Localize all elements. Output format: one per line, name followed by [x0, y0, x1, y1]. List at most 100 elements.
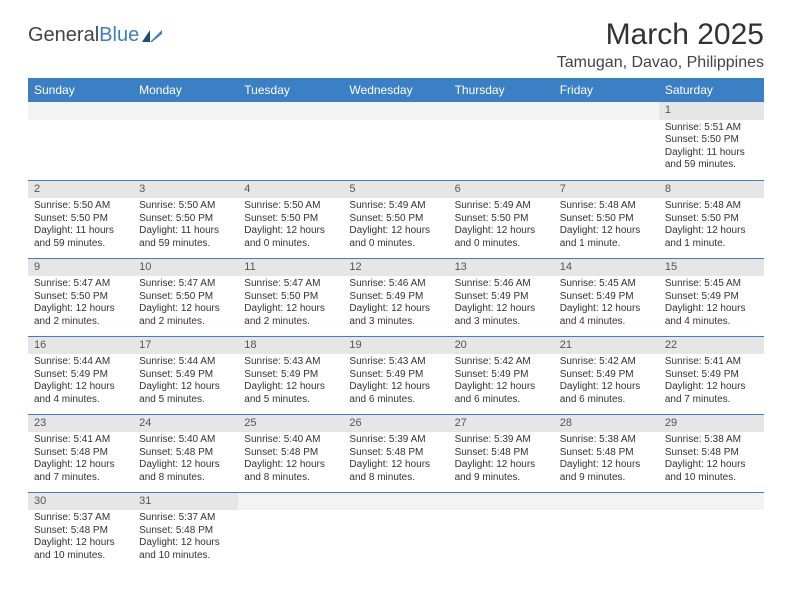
calendar-cell: 12Sunrise: 5:46 AMSunset: 5:49 PMDayligh…: [343, 258, 448, 336]
page-title: March 2025: [557, 18, 764, 52]
sunrise-text: Sunrise: 5:46 AM: [455, 278, 548, 291]
calendar-row: 9Sunrise: 5:47 AMSunset: 5:50 PMDaylight…: [28, 258, 764, 336]
calendar-cell: 19Sunrise: 5:43 AMSunset: 5:49 PMDayligh…: [343, 336, 448, 414]
calendar-row: 2Sunrise: 5:50 AMSunset: 5:50 PMDaylight…: [28, 180, 764, 258]
day-details: Sunrise: 5:40 AMSunset: 5:48 PMDaylight:…: [133, 432, 238, 487]
calendar-cell: [28, 102, 133, 180]
daylight-text: Daylight: 12 hours and 3 minutes.: [349, 303, 442, 328]
sunset-text: Sunset: 5:49 PM: [665, 291, 758, 304]
day-number: 31: [133, 493, 238, 511]
calendar-cell: 29Sunrise: 5:38 AMSunset: 5:48 PMDayligh…: [659, 414, 764, 492]
day-number: 27: [449, 415, 554, 433]
daylight-text: Daylight: 12 hours and 4 minutes.: [560, 303, 653, 328]
calendar-cell: 7Sunrise: 5:48 AMSunset: 5:50 PMDaylight…: [554, 180, 659, 258]
day-details: Sunrise: 5:44 AMSunset: 5:49 PMDaylight:…: [133, 354, 238, 409]
calendar-cell: [659, 492, 764, 570]
calendar-cell: [554, 492, 659, 570]
calendar-cell: 21Sunrise: 5:42 AMSunset: 5:49 PMDayligh…: [554, 336, 659, 414]
day-details: Sunrise: 5:42 AMSunset: 5:49 PMDaylight:…: [449, 354, 554, 409]
daylight-text: Daylight: 12 hours and 1 minute.: [560, 225, 653, 250]
sunrise-text: Sunrise: 5:50 AM: [139, 200, 232, 213]
day-header-row: SundayMondayTuesdayWednesdayThursdayFrid…: [28, 78, 764, 102]
daylight-text: Daylight: 12 hours and 0 minutes.: [244, 225, 337, 250]
sunrise-text: Sunrise: 5:48 AM: [665, 200, 758, 213]
sunset-text: Sunset: 5:49 PM: [34, 369, 127, 382]
day-details: Sunrise: 5:41 AMSunset: 5:49 PMDaylight:…: [659, 354, 764, 409]
day-header: Saturday: [659, 78, 764, 102]
day-details: Sunrise: 5:37 AMSunset: 5:48 PMDaylight:…: [28, 510, 133, 565]
calendar-cell: 6Sunrise: 5:49 AMSunset: 5:50 PMDaylight…: [449, 180, 554, 258]
day-number: 12: [343, 259, 448, 277]
daylight-text: Daylight: 12 hours and 6 minutes.: [560, 381, 653, 406]
calendar-cell: 15Sunrise: 5:45 AMSunset: 5:49 PMDayligh…: [659, 258, 764, 336]
calendar-cell: 20Sunrise: 5:42 AMSunset: 5:49 PMDayligh…: [449, 336, 554, 414]
day-number: 13: [449, 259, 554, 277]
day-number: 18: [238, 337, 343, 355]
calendar-cell: 17Sunrise: 5:44 AMSunset: 5:49 PMDayligh…: [133, 336, 238, 414]
daylight-text: Daylight: 12 hours and 8 minutes.: [139, 459, 232, 484]
calendar-row: 30Sunrise: 5:37 AMSunset: 5:48 PMDayligh…: [28, 492, 764, 570]
calendar-cell: 31Sunrise: 5:37 AMSunset: 5:48 PMDayligh…: [133, 492, 238, 570]
calendar-cell: [343, 492, 448, 570]
sunrise-text: Sunrise: 5:42 AM: [560, 356, 653, 369]
sunset-text: Sunset: 5:50 PM: [139, 213, 232, 226]
day-details: Sunrise: 5:48 AMSunset: 5:50 PMDaylight:…: [554, 198, 659, 253]
sunrise-text: Sunrise: 5:44 AM: [34, 356, 127, 369]
day-number: 6: [449, 181, 554, 199]
sunset-text: Sunset: 5:48 PM: [455, 447, 548, 460]
daylight-text: Daylight: 12 hours and 4 minutes.: [34, 381, 127, 406]
day-number: 5: [343, 181, 448, 199]
day-number: 10: [133, 259, 238, 277]
daylight-text: Daylight: 11 hours and 59 minutes.: [665, 147, 758, 172]
day-details: Sunrise: 5:38 AMSunset: 5:48 PMDaylight:…: [554, 432, 659, 487]
day-number: 8: [659, 181, 764, 199]
daylight-text: Daylight: 12 hours and 9 minutes.: [560, 459, 653, 484]
calendar-row: 16Sunrise: 5:44 AMSunset: 5:49 PMDayligh…: [28, 336, 764, 414]
sunset-text: Sunset: 5:48 PM: [560, 447, 653, 460]
sunset-text: Sunset: 5:49 PM: [244, 369, 337, 382]
brand-name-2: Blue: [99, 24, 139, 47]
day-details: Sunrise: 5:46 AMSunset: 5:49 PMDaylight:…: [449, 276, 554, 331]
sunrise-text: Sunrise: 5:44 AM: [139, 356, 232, 369]
daylight-text: Daylight: 11 hours and 59 minutes.: [139, 225, 232, 250]
day-header: Monday: [133, 78, 238, 102]
sunset-text: Sunset: 5:49 PM: [349, 369, 442, 382]
sunset-text: Sunset: 5:50 PM: [34, 213, 127, 226]
daylight-text: Daylight: 12 hours and 0 minutes.: [455, 225, 548, 250]
day-details: Sunrise: 5:45 AMSunset: 5:49 PMDaylight:…: [554, 276, 659, 331]
day-number: 2: [28, 181, 133, 199]
day-details: Sunrise: 5:37 AMSunset: 5:48 PMDaylight:…: [133, 510, 238, 565]
daylight-text: Daylight: 12 hours and 10 minutes.: [139, 537, 232, 562]
brand-name-1: General: [28, 24, 99, 47]
daylight-text: Daylight: 12 hours and 7 minutes.: [34, 459, 127, 484]
day-details: Sunrise: 5:50 AMSunset: 5:50 PMDaylight:…: [133, 198, 238, 253]
calendar-cell: [449, 102, 554, 180]
sunrise-text: Sunrise: 5:50 AM: [244, 200, 337, 213]
calendar-cell: 23Sunrise: 5:41 AMSunset: 5:48 PMDayligh…: [28, 414, 133, 492]
day-details: Sunrise: 5:42 AMSunset: 5:49 PMDaylight:…: [554, 354, 659, 409]
daylight-text: Daylight: 12 hours and 8 minutes.: [244, 459, 337, 484]
sunset-text: Sunset: 5:50 PM: [244, 213, 337, 226]
header: GeneralBlue March 2025 Tamugan, Davao, P…: [28, 18, 764, 72]
day-number: 28: [554, 415, 659, 433]
sunrise-text: Sunrise: 5:47 AM: [139, 278, 232, 291]
calendar-cell: 5Sunrise: 5:49 AMSunset: 5:50 PMDaylight…: [343, 180, 448, 258]
day-number: 16: [28, 337, 133, 355]
calendar-cell: 3Sunrise: 5:50 AMSunset: 5:50 PMDaylight…: [133, 180, 238, 258]
sunrise-text: Sunrise: 5:47 AM: [34, 278, 127, 291]
day-details: Sunrise: 5:50 AMSunset: 5:50 PMDaylight:…: [28, 198, 133, 253]
sunrise-text: Sunrise: 5:38 AM: [560, 434, 653, 447]
calendar-cell: 9Sunrise: 5:47 AMSunset: 5:50 PMDaylight…: [28, 258, 133, 336]
sunset-text: Sunset: 5:50 PM: [349, 213, 442, 226]
sunset-text: Sunset: 5:49 PM: [560, 291, 653, 304]
calendar-cell: 13Sunrise: 5:46 AMSunset: 5:49 PMDayligh…: [449, 258, 554, 336]
day-details: Sunrise: 5:41 AMSunset: 5:48 PMDaylight:…: [28, 432, 133, 487]
sunset-text: Sunset: 5:49 PM: [455, 291, 548, 304]
calendar-cell: 11Sunrise: 5:47 AMSunset: 5:50 PMDayligh…: [238, 258, 343, 336]
calendar-cell: 4Sunrise: 5:50 AMSunset: 5:50 PMDaylight…: [238, 180, 343, 258]
day-header: Friday: [554, 78, 659, 102]
sunset-text: Sunset: 5:49 PM: [560, 369, 653, 382]
day-number: 30: [28, 493, 133, 511]
sunrise-text: Sunrise: 5:45 AM: [560, 278, 653, 291]
daylight-text: Daylight: 12 hours and 4 minutes.: [665, 303, 758, 328]
